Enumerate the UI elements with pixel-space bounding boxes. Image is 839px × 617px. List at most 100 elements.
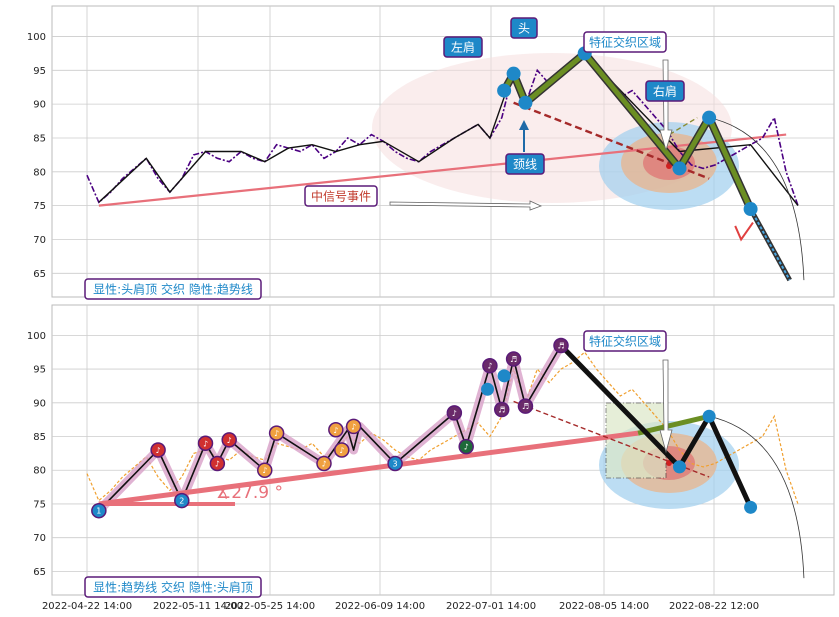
x-tick-label: 2022-04-22 14:00: [42, 601, 132, 612]
y-tick-label: 95: [33, 66, 46, 77]
pivot-marker: ♬: [553, 337, 569, 354]
annotation-text: 显性:趋势线 交织 隐性:头肩顶: [93, 580, 253, 595]
pattern-marker: [497, 369, 511, 383]
pivot-marker-circle: [91, 502, 107, 519]
x-tick-label: 2022-08-22 12:00: [669, 601, 759, 612]
pattern-marker: [497, 83, 512, 98]
pivot-marker-glyph: ♬: [498, 406, 505, 415]
neckline-label: 颈线: [505, 153, 545, 175]
neckline: [513, 101, 710, 180]
annotation-box-bg: [583, 330, 667, 352]
feature-zone-label: 特征交织区域: [583, 31, 667, 53]
pattern-marker: [702, 409, 716, 423]
pivot-marker-glyph: 1: [96, 507, 101, 516]
pivot-marker-glyph: ♪: [452, 409, 457, 418]
y-tick-label: 85: [33, 133, 46, 144]
pattern-marker: [481, 382, 495, 396]
pivot-marker-glyph: ♪: [215, 459, 220, 468]
y-tick-label: 100: [27, 32, 46, 43]
pivot-marker-glyph: ♬: [557, 341, 564, 350]
pattern-marker: [702, 110, 717, 125]
annotation-text: 特征交织区域: [589, 35, 661, 50]
x-tick-label: 2022-06-09 14:00: [335, 601, 425, 612]
x-tick-label: 2022-05-25 14:00: [225, 601, 315, 612]
annotation-box-bg: [583, 31, 667, 53]
neckline-pointer-head: [519, 120, 529, 130]
pattern-marker: [743, 202, 758, 217]
pivot-marker-circle: [328, 422, 344, 438]
pivot-marker: ♪: [221, 432, 237, 448]
pivot-marker-glyph: ♬: [510, 355, 517, 364]
annotation-text: 颈线: [513, 158, 537, 172]
pivot-marker-circle: [458, 438, 474, 455]
annotation-text: 左肩: [451, 40, 475, 55]
pivot-marker-glyph: ♪: [321, 459, 326, 468]
pattern-marker: [744, 500, 758, 514]
pivot-marker-circle: [387, 455, 403, 472]
pivot-marker-glyph: 2: [179, 497, 184, 506]
x-tick-label: 2022-08-05 14:00: [559, 601, 649, 612]
y-tick-label: 75: [33, 201, 46, 212]
y-tick-label: 70: [33, 533, 46, 544]
annotation-box-bg: [645, 80, 685, 102]
pivot-marker-circle: [257, 462, 273, 478]
y-tick-label: 85: [33, 432, 46, 443]
right-shoulder-label: 右肩: [645, 80, 685, 102]
feature-zone-arrow: [659, 359, 673, 454]
pivot-marker-circle: [174, 492, 190, 509]
annotation-text: 特征交织区域: [589, 334, 661, 349]
x-tick-label: 2022-05-11 14:00: [153, 601, 243, 612]
annotation-box-bg: [84, 576, 262, 598]
pivot-marker: ♬: [517, 398, 534, 414]
pattern-marker: [673, 460, 686, 474]
y-tick-label: 80: [33, 167, 46, 178]
pivot-marker: ♪: [268, 425, 285, 441]
top-legend: 显性:头肩顶 交织 隐性:趋势线: [84, 278, 262, 300]
y-tick-label: 80: [33, 466, 46, 477]
neckline: [513, 400, 710, 478]
y-tick-label: 90: [33, 398, 46, 409]
pivot-marker-glyph: ♪: [203, 439, 208, 448]
mid-signal-label: 中信号事件: [304, 185, 378, 207]
pivot-marker-circle: [268, 425, 285, 441]
pivot-marker: ♪: [458, 438, 474, 455]
pivot-marker-circle: [197, 435, 214, 452]
pivot-marker-circle: [446, 405, 463, 421]
annotation-box-bg: [510, 17, 538, 39]
pivot-marker: ♪: [197, 435, 214, 452]
pivot-marker-circle: [345, 418, 362, 435]
pivot-marker-glyph: ♪: [487, 362, 492, 371]
pivot-marker-circle: [150, 442, 166, 458]
pivot-marker-glyph: ♪: [156, 446, 161, 455]
pivot-marker-glyph: ♪: [274, 429, 279, 438]
pivot-marker-glyph: ♬: [522, 402, 529, 411]
pattern-marker: [518, 95, 533, 110]
bottom-legend: 显性:趋势线 交织 隐性:头肩顶: [84, 576, 262, 598]
pivot-marker: 2: [174, 492, 190, 509]
pivot-marker: ♪: [345, 418, 362, 435]
pattern-marker: [506, 66, 521, 81]
feature-zone-label: 特征交织区域: [583, 330, 667, 352]
y-tick-label: 90: [33, 100, 46, 111]
pivot-marker: ♪: [446, 405, 463, 421]
head-label: 头: [510, 17, 538, 39]
pivot-marker: ♪: [150, 442, 166, 458]
y-tick-label: 65: [33, 269, 46, 280]
pivot-marker-circle: [221, 432, 237, 448]
pivot-marker-glyph: 3: [393, 459, 398, 468]
pivot-marker-circle: [316, 455, 332, 472]
pivot-marker-glyph: ♪: [333, 426, 338, 435]
mid-signal-arrow: [389, 200, 543, 211]
pivot-marker-circle: [334, 442, 350, 458]
y-tick-label: 75: [33, 499, 46, 510]
projection-line: [749, 208, 791, 281]
pivot-marker: 3: [387, 455, 403, 472]
x-tick-label: 2022-07-01 14:00: [446, 601, 536, 612]
y-tick-label: 65: [33, 567, 46, 578]
pivot-marker: ♬: [505, 351, 522, 367]
pivot-marker-circle: [553, 337, 569, 354]
pivot-marker: ♪: [316, 455, 332, 472]
angle-label: ∡27.9 °: [216, 483, 283, 503]
